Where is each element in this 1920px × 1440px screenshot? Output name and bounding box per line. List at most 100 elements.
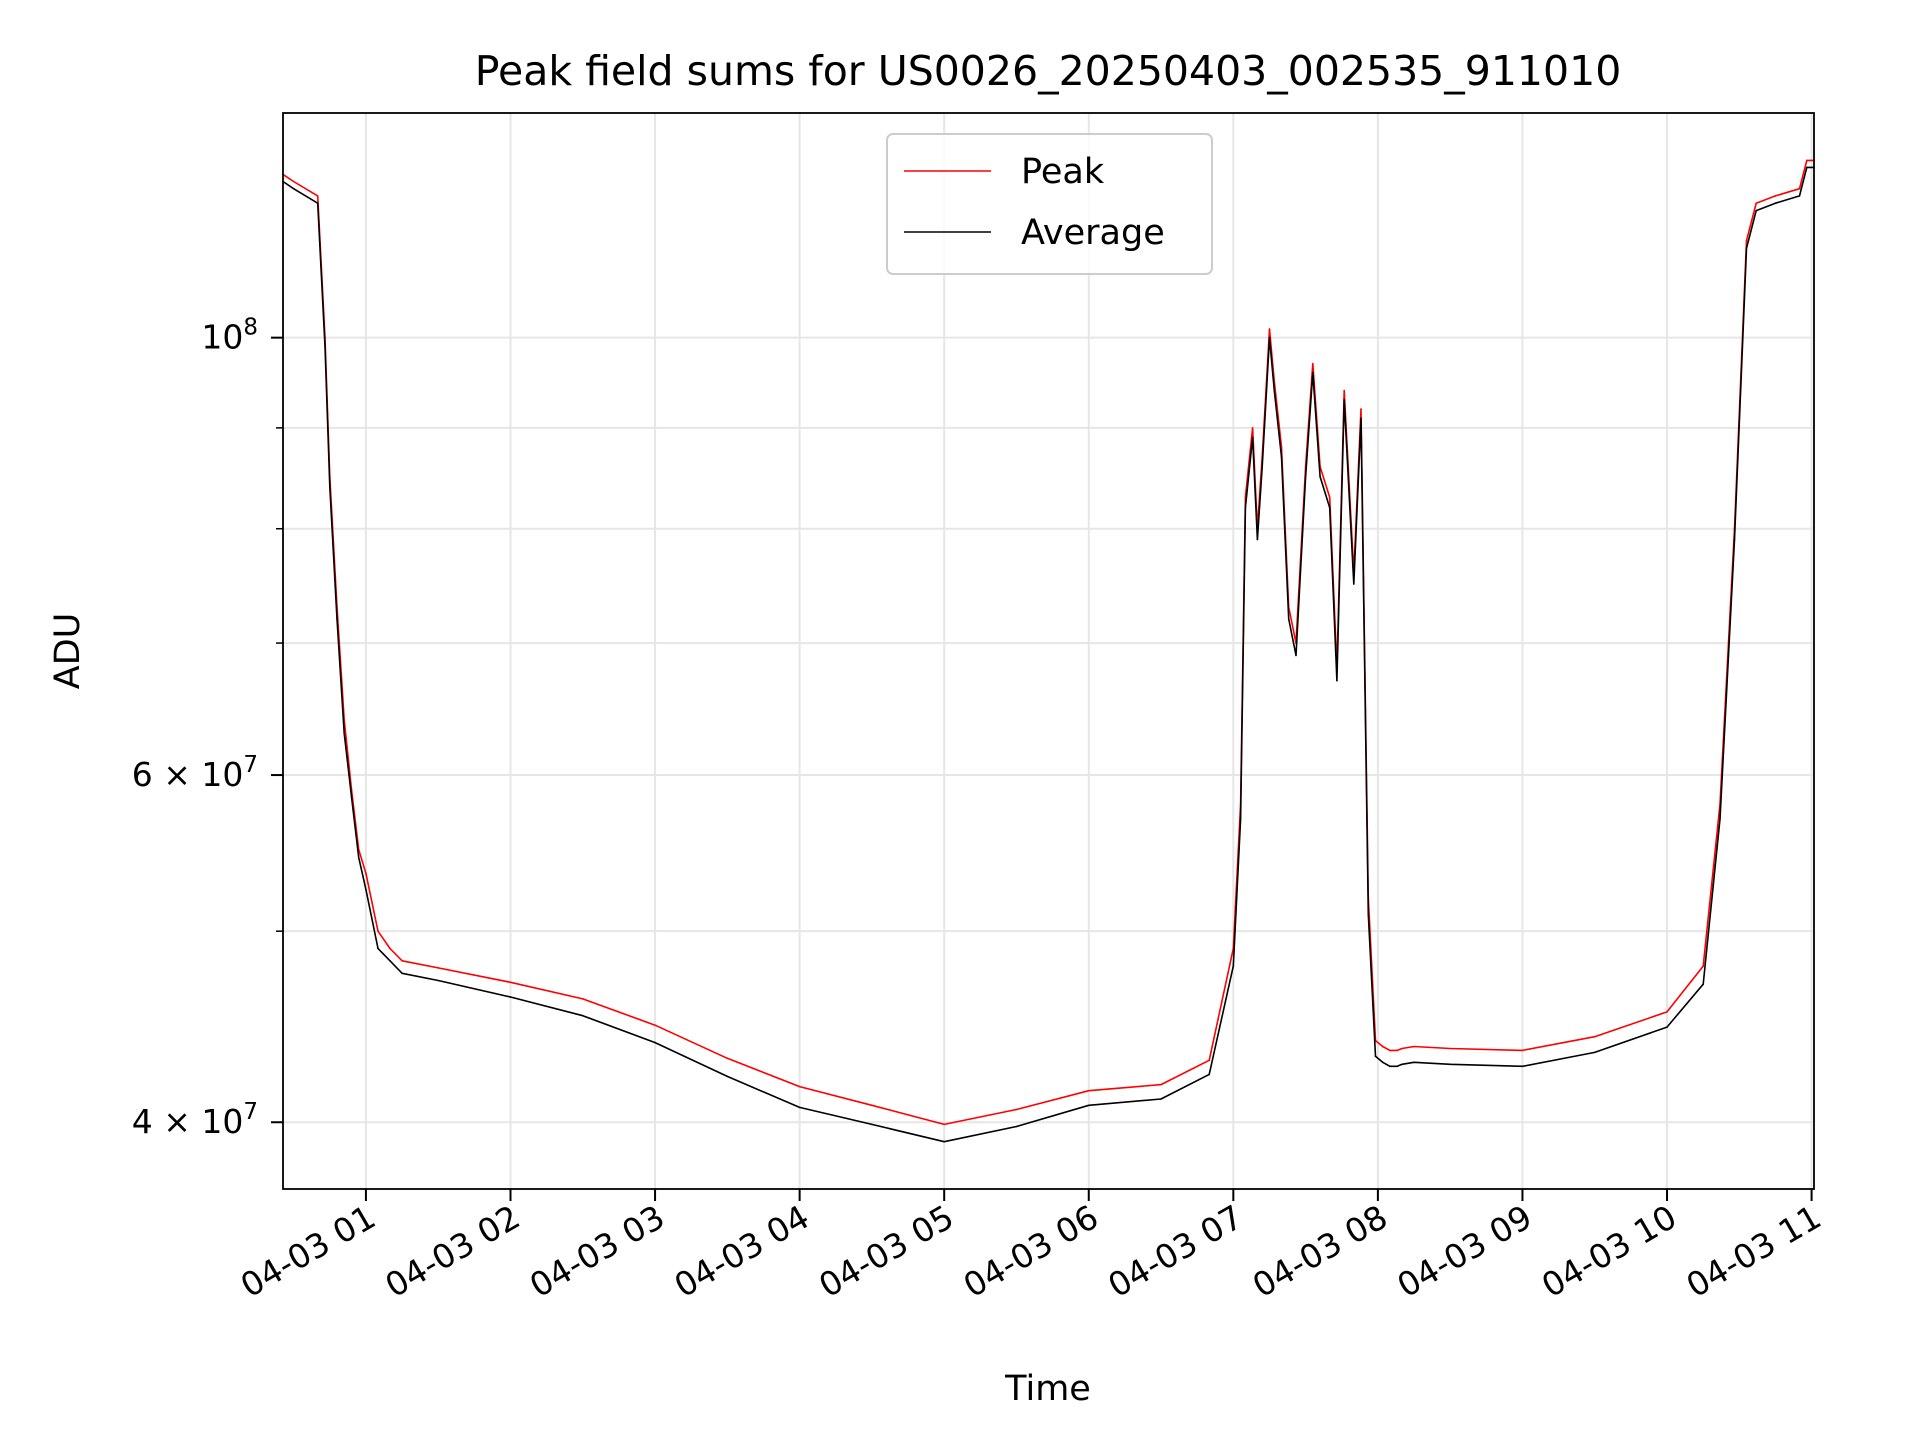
data-point-average — [1666, 1026, 1668, 1028]
data-point-average — [1367, 913, 1370, 915]
data-point-average — [336, 618, 338, 620]
data-point-peak — [1449, 1047, 1451, 1050]
data-point-peak — [1088, 1089, 1090, 1092]
data-point-peak — [1389, 1049, 1391, 1052]
data-point-average — [1295, 654, 1297, 657]
y-tick-label: 4 × 107 — [132, 1099, 258, 1141]
data-point-average — [324, 345, 326, 348]
data-point-average — [1312, 371, 1314, 374]
data-point-average — [1389, 1065, 1391, 1068]
data-point-average — [1798, 195, 1801, 197]
data-point-average — [316, 202, 319, 204]
data-point-average — [1268, 336, 1271, 339]
data-point-peak — [1015, 1108, 1018, 1111]
chart-title: Peak field sums for US0026_20250403_0025… — [475, 47, 1622, 95]
data-point-average — [329, 486, 331, 488]
grid — [283, 113, 1814, 1189]
data-point-average — [292, 187, 295, 190]
data-point-peak — [1328, 496, 1331, 499]
data-point-average — [377, 947, 379, 950]
data-point-average — [357, 856, 360, 859]
x-tick-label: 04-03 03 — [523, 1197, 671, 1305]
data-point-peak — [1745, 239, 1748, 242]
x-tick-label: 04-03 11 — [1680, 1197, 1828, 1305]
data-point-average — [1374, 1055, 1377, 1058]
data-point-peak — [1413, 1045, 1415, 1048]
data-point-average — [1208, 1073, 1210, 1076]
data-point-peak — [1343, 389, 1345, 392]
data-point-peak — [582, 998, 584, 1000]
data-point-average — [1396, 1065, 1398, 1068]
data-point-peak — [1755, 202, 1757, 204]
data-point-average — [1261, 466, 1263, 468]
data-point-average — [1239, 818, 1242, 820]
data-point-average — [1256, 538, 1259, 541]
data-point-peak — [509, 981, 512, 984]
x-tick-label: 04-03 06 — [957, 1197, 1105, 1305]
data-point-average — [1360, 417, 1362, 420]
data-point-average — [509, 996, 512, 998]
data-point-average — [1343, 399, 1345, 401]
data-point-peak — [1666, 1011, 1668, 1013]
data-point-average — [1287, 618, 1290, 620]
x-tick-label: 04-03 02 — [378, 1197, 526, 1305]
data-point-peak — [1251, 427, 1254, 429]
data-point-peak — [1774, 195, 1777, 197]
data-point-peak — [1312, 362, 1314, 365]
y-axis-label: ADU — [48, 613, 88, 690]
data-point-average — [1806, 166, 1808, 169]
data-point-peak — [1208, 1059, 1210, 1062]
data-point-average — [1328, 506, 1331, 509]
data-point-average — [343, 732, 346, 735]
data-point-average — [389, 960, 391, 962]
data-point-average — [1745, 247, 1748, 250]
data-point-peak — [726, 1057, 729, 1060]
data-point-peak — [1593, 1035, 1596, 1038]
data-point-average — [1304, 476, 1307, 478]
data-point-average — [1719, 818, 1721, 820]
data-point-peak — [1396, 1049, 1398, 1052]
data-point-average — [1449, 1063, 1451, 1066]
data-point-peak — [389, 947, 391, 950]
data-point-average — [401, 972, 403, 975]
legend-average-label: Average — [1021, 213, 1165, 253]
data-point-peak — [1521, 1049, 1524, 1052]
data-point-average — [798, 1106, 801, 1109]
data-point-average — [1280, 456, 1283, 458]
data-point-average — [1088, 1104, 1090, 1107]
data-point-average — [365, 888, 367, 891]
legend-box — [886, 133, 1213, 275]
data-point-average — [1774, 202, 1777, 204]
data-point-average — [1413, 1061, 1415, 1064]
data-point-average — [350, 795, 353, 798]
x-tick-label: 04-03 01 — [234, 1197, 382, 1305]
data-point-average — [1232, 965, 1235, 967]
data-point-peak — [1806, 159, 1808, 162]
data-point-average — [1160, 1098, 1162, 1100]
data-point-average — [1755, 209, 1757, 212]
data-point-peak — [377, 930, 379, 932]
data-point-average — [943, 1140, 945, 1143]
x-tick-label: 04-03 07 — [1101, 1197, 1249, 1305]
data-point-average — [1273, 389, 1276, 392]
data-point-average — [871, 1123, 873, 1126]
data-point-average — [1251, 436, 1254, 439]
data-point-peak — [1360, 408, 1362, 410]
data-point-peak — [654, 1024, 656, 1026]
x-tick-label: 04-03 10 — [1535, 1197, 1683, 1305]
x-tick-label: 04-03 04 — [668, 1197, 816, 1305]
data-point-average — [1353, 583, 1355, 585]
y-tick-label: 108 — [201, 315, 258, 357]
data-point-peak — [1381, 1045, 1384, 1048]
data-point-average — [654, 1041, 656, 1044]
data-point-average — [1593, 1051, 1596, 1054]
data-point-peak — [871, 1104, 873, 1107]
data-point-peak — [1798, 187, 1801, 190]
data-point-average — [437, 979, 440, 982]
plot-frame — [282, 112, 1815, 1190]
data-point-average — [582, 1014, 584, 1017]
data-point-peak — [943, 1123, 945, 1126]
